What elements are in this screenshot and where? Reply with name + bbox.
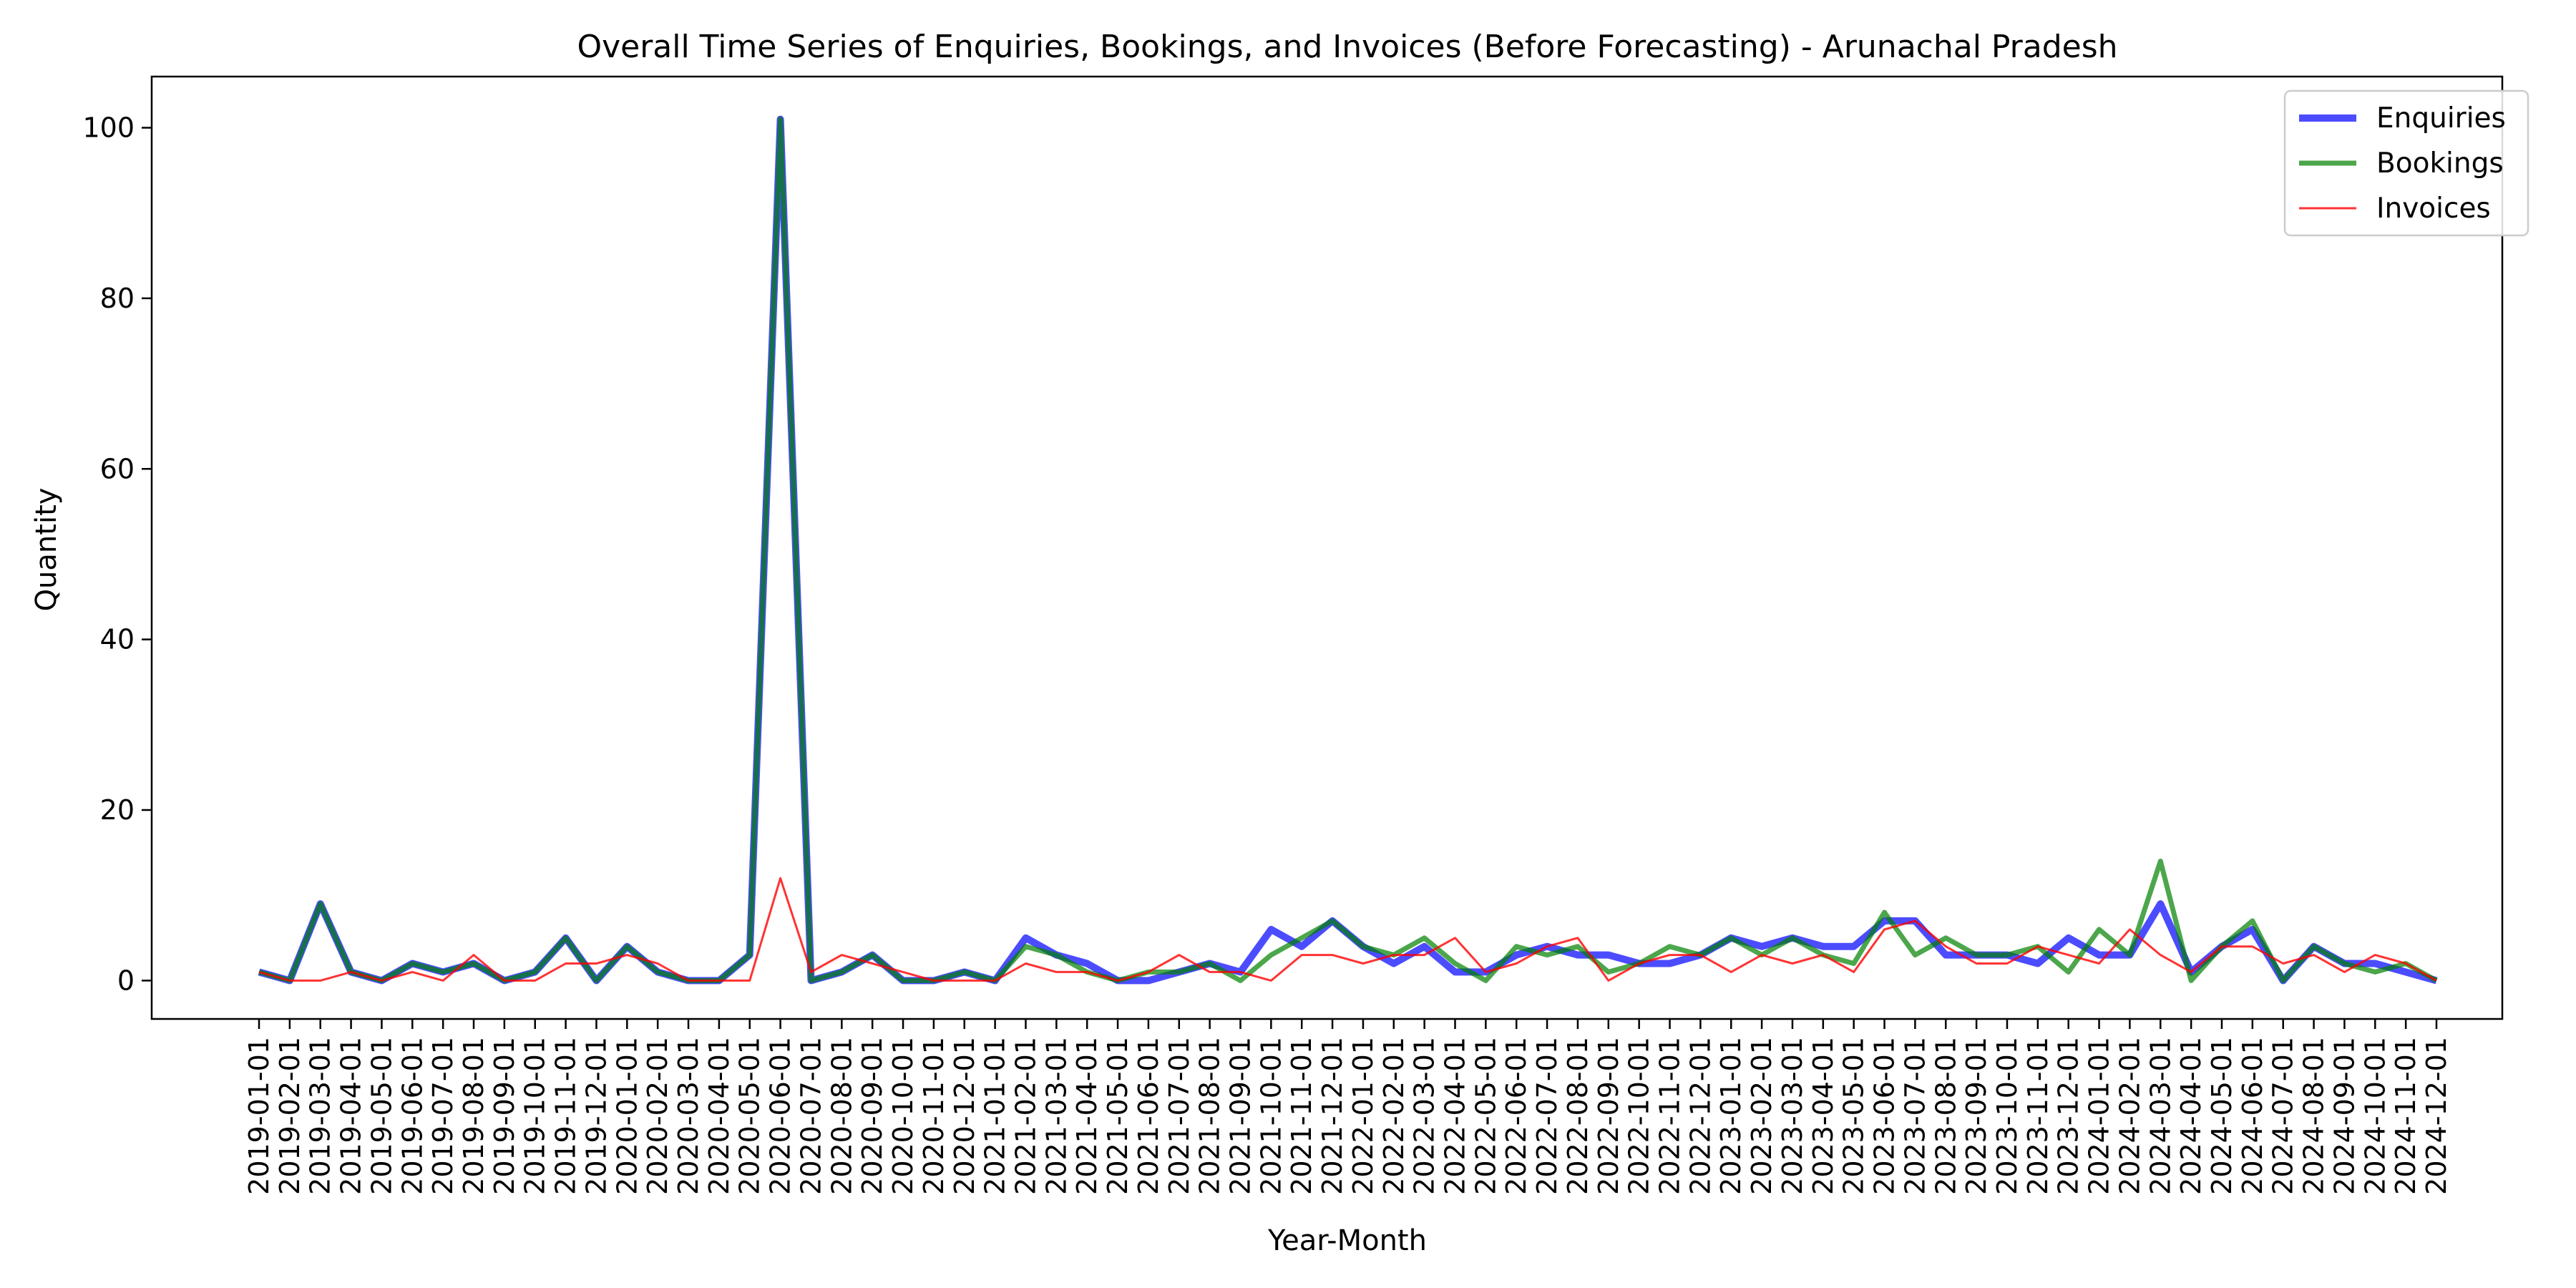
y-axis-label: Quantity bbox=[30, 488, 63, 612]
x-tick-label: 2020-01-01 bbox=[611, 1037, 643, 1195]
y-tick-label: 80 bbox=[100, 283, 135, 314]
x-tick-label: 2020-05-01 bbox=[734, 1037, 766, 1195]
x-tick-label: 2022-08-01 bbox=[1562, 1037, 1594, 1195]
bookings-line bbox=[258, 117, 2438, 983]
chart-title: Overall Time Series of Enquiries, Bookin… bbox=[577, 29, 2117, 65]
x-tick-label: 2021-03-01 bbox=[1040, 1037, 1072, 1195]
x-tick-label: 2023-07-01 bbox=[1899, 1037, 1931, 1195]
x-tick-label: 2024-08-01 bbox=[2298, 1037, 2330, 1195]
x-axis-label: Year-Month bbox=[1267, 1224, 1427, 1257]
x-tick-label: 2019-01-01 bbox=[243, 1037, 275, 1195]
x-tick-label: 2019-10-01 bbox=[519, 1037, 551, 1195]
x-tick-label: 2021-10-01 bbox=[1255, 1037, 1287, 1195]
x-tick-label: 2022-06-01 bbox=[1501, 1037, 1532, 1195]
x-tick-label: 2022-11-01 bbox=[1654, 1037, 1686, 1195]
x-tick-label: 2021-02-01 bbox=[1010, 1037, 1041, 1195]
x-tick-label: 2019-12-01 bbox=[580, 1037, 612, 1195]
x-tick-label: 2024-01-01 bbox=[2084, 1037, 2115, 1195]
x-tick-label: 2021-11-01 bbox=[1286, 1037, 1317, 1195]
x-tick-label: 2023-03-01 bbox=[1777, 1037, 1808, 1195]
x-tick-label: 2019-11-01 bbox=[550, 1037, 582, 1195]
x-tick-label: 2019-02-01 bbox=[274, 1037, 306, 1195]
x-tick-label: 2022-10-01 bbox=[1624, 1037, 1655, 1195]
y-tick-label: 40 bbox=[100, 624, 135, 655]
x-tick-label: 2024-09-01 bbox=[2328, 1037, 2360, 1195]
x-tick-label: 2024-04-01 bbox=[2175, 1037, 2207, 1195]
plot-area bbox=[150, 75, 2504, 1020]
x-tick-label: 2022-01-01 bbox=[1347, 1037, 1379, 1195]
x-tick-label: 2024-07-01 bbox=[2268, 1037, 2299, 1195]
x-tick-label: 2023-11-01 bbox=[2022, 1037, 2054, 1195]
x-tick-label: 2021-06-01 bbox=[1133, 1037, 1164, 1195]
x-tick-label: 2020-07-01 bbox=[795, 1037, 826, 1195]
x-tick-label: 2022-03-01 bbox=[1409, 1037, 1440, 1195]
x-tick-label: 2022-07-01 bbox=[1531, 1037, 1563, 1195]
x-tick-label: 2023-01-01 bbox=[1715, 1037, 1747, 1195]
y-tick-label: 20 bbox=[100, 794, 135, 826]
x-tick-label: 2019-06-01 bbox=[396, 1037, 428, 1195]
x-tick-label: 2023-09-01 bbox=[1961, 1037, 1992, 1195]
x-tick-label: 2024-02-01 bbox=[2114, 1037, 2145, 1195]
x-tick-label: 2021-08-01 bbox=[1194, 1037, 1226, 1195]
x-tick-label: 2020-06-01 bbox=[765, 1037, 796, 1195]
x-tick-label: 2020-08-01 bbox=[826, 1037, 857, 1195]
x-tick-label: 2019-03-01 bbox=[305, 1037, 336, 1195]
legend: Enquiries Bookings Invoices bbox=[2283, 89, 2529, 237]
x-tick-label: 2020-04-01 bbox=[703, 1037, 735, 1195]
x-tick-label: 2024-03-01 bbox=[2145, 1037, 2176, 1195]
x-tick-label: 2023-02-01 bbox=[1746, 1037, 1777, 1195]
x-tick-label: 2021-09-01 bbox=[1224, 1037, 1256, 1195]
x-tick-label: 2022-04-01 bbox=[1440, 1037, 1471, 1195]
x-tick-label: 2023-05-01 bbox=[1838, 1037, 1870, 1195]
x-tick-label: 2023-12-01 bbox=[2053, 1037, 2084, 1195]
legend-label-invoices: Invoices bbox=[2376, 192, 2491, 225]
x-tick-label: 2024-10-01 bbox=[2359, 1037, 2391, 1195]
x-tick-label: 2020-02-01 bbox=[642, 1037, 673, 1195]
x-tick-label: 2024-05-01 bbox=[2206, 1037, 2238, 1195]
x-tick-label: 2024-11-01 bbox=[2390, 1037, 2421, 1195]
x-tick-label: 2020-09-01 bbox=[857, 1037, 888, 1195]
x-tick-label: 2021-04-01 bbox=[1071, 1037, 1103, 1195]
x-tick-label: 2023-10-01 bbox=[1991, 1037, 2023, 1195]
x-tick-label: 2021-07-01 bbox=[1163, 1037, 1195, 1195]
series-lines bbox=[258, 115, 2438, 985]
x-tick-label: 2020-03-01 bbox=[673, 1037, 704, 1195]
x-tick-label: 2020-12-01 bbox=[949, 1037, 980, 1195]
x-tick-label: 2021-01-01 bbox=[980, 1037, 1011, 1195]
y-tick-label: 60 bbox=[100, 453, 135, 484]
x-tick-label: 2019-08-01 bbox=[458, 1037, 489, 1195]
x-tick-label: 2019-07-01 bbox=[427, 1037, 459, 1195]
x-axis: 2019-01-012019-02-012019-03-012019-04-01… bbox=[243, 1019, 2452, 1195]
x-tick-label: 2020-11-01 bbox=[918, 1037, 950, 1195]
x-tick-label: 2022-12-01 bbox=[1684, 1037, 1716, 1195]
x-tick-label: 2019-09-01 bbox=[489, 1037, 520, 1195]
x-tick-label: 2023-06-01 bbox=[1869, 1037, 1901, 1195]
invoices-line bbox=[258, 877, 2437, 982]
x-tick-label: 2023-04-01 bbox=[1807, 1037, 1839, 1195]
legend-label-enquiries: Enquiries bbox=[2376, 102, 2506, 135]
x-tick-label: 2022-09-01 bbox=[1593, 1037, 1624, 1195]
legend-box bbox=[2283, 89, 2529, 237]
y-axis: 0 20 40 60 80 100 bbox=[82, 112, 152, 996]
x-tick-label: 2024-12-01 bbox=[2421, 1037, 2452, 1195]
x-tick-label: 2019-05-01 bbox=[366, 1037, 397, 1195]
x-tick-label: 2020-10-01 bbox=[887, 1037, 919, 1195]
x-tick-label: 2024-06-01 bbox=[2237, 1037, 2268, 1195]
x-tick-label: 2019-04-01 bbox=[336, 1037, 367, 1195]
legend-label-bookings: Bookings bbox=[2376, 147, 2504, 180]
y-tick-label: 0 bbox=[117, 965, 135, 996]
x-tick-label: 2023-08-01 bbox=[1930, 1037, 1961, 1195]
x-tick-label: 2022-05-01 bbox=[1470, 1037, 1501, 1195]
x-tick-label: 2021-05-01 bbox=[1102, 1037, 1133, 1195]
x-tick-label: 2021-12-01 bbox=[1317, 1037, 1348, 1195]
x-tick-label: 2022-02-01 bbox=[1378, 1037, 1410, 1195]
y-tick-label: 100 bbox=[82, 112, 135, 144]
